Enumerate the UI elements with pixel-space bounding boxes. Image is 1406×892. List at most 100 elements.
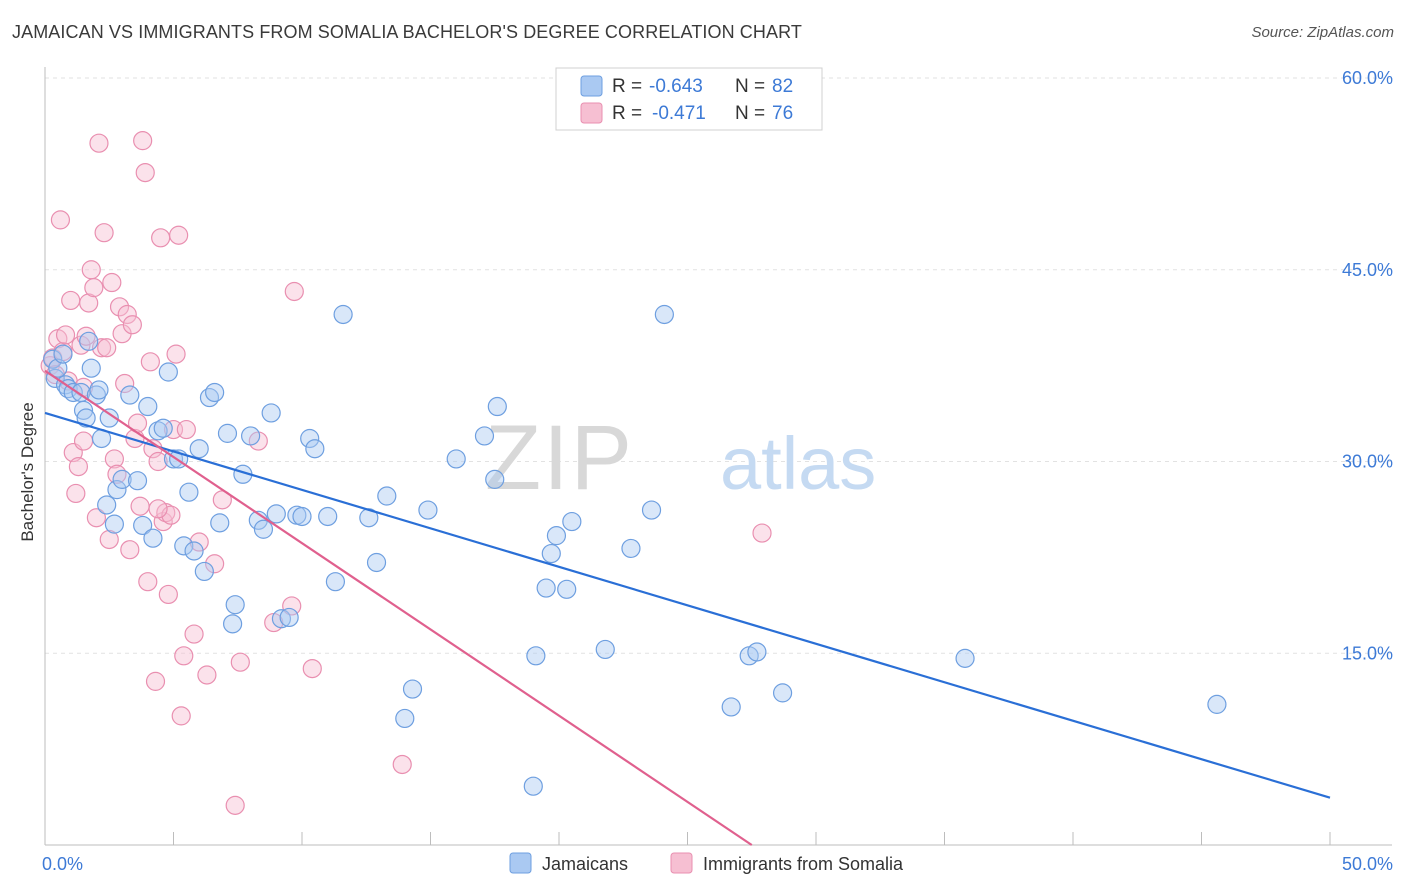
- jamaican-point: [292, 506, 312, 527]
- somalia-point: [104, 449, 124, 469]
- x-tick-labels: 0.0% 50.0%: [42, 854, 1393, 874]
- jamaican-point: [148, 421, 168, 441]
- somalia-point: [84, 278, 104, 298]
- series-swatch-somalia: [670, 852, 693, 874]
- jamaican-point: [184, 541, 204, 561]
- somalia-point: [73, 431, 94, 451]
- somalia-point: [148, 451, 168, 472]
- jamaican-point: [97, 495, 117, 515]
- somalia-point: [174, 646, 194, 666]
- jamaican-point: [562, 511, 582, 532]
- jamaican-point: [1207, 694, 1227, 714]
- somalia-point: [158, 584, 178, 605]
- somalia-point: [169, 225, 189, 245]
- x-axis-ticks: [44, 832, 1331, 845]
- jamaican-point: [112, 469, 132, 489]
- jamaican-point: [300, 428, 320, 449]
- jamaican-point: [595, 639, 615, 660]
- watermark: ZIP atlas: [485, 407, 876, 509]
- jamaican-point: [194, 561, 214, 582]
- somalia-point: [140, 352, 160, 372]
- jamaican-point: [73, 400, 94, 420]
- legend-swatch-pink: [580, 102, 603, 124]
- somalia-point: [86, 508, 107, 528]
- somalia-point: [55, 325, 76, 345]
- legend-n-value-1: 82: [772, 76, 793, 97]
- jamaican-point: [446, 449, 466, 469]
- somalia-point: [148, 499, 168, 519]
- y-tick-labels: 15.0% 30.0% 45.0% 60.0%: [1342, 68, 1393, 663]
- jamaican-point: [641, 500, 662, 520]
- jamaican-point: [318, 506, 338, 527]
- jamaican-point: [153, 418, 173, 438]
- somalia-point: [115, 373, 135, 394]
- somalia-point: [752, 523, 772, 543]
- jamaican-trend-line: [44, 411, 1331, 799]
- somalia-point: [66, 483, 86, 504]
- somalia-point: [171, 706, 191, 726]
- x-tick-label: 50.0%: [1342, 854, 1393, 874]
- legend-r-label-1: R =: [612, 76, 642, 97]
- somalia-points: [40, 131, 772, 815]
- somalia-point: [197, 665, 217, 685]
- jamaican-point: [654, 304, 674, 325]
- jamaican-point: [395, 708, 415, 729]
- somalia-point: [79, 293, 99, 313]
- legend-swatch-blue: [580, 75, 603, 97]
- jamaican-point: [305, 439, 325, 459]
- jamaican-point: [333, 304, 353, 325]
- chart-title: JAMAICAN VS IMMIGRANTS FROM SOMALIA BACH…: [12, 22, 802, 42]
- somalia-point: [166, 344, 186, 364]
- legend-r-value-1: -0.643: [649, 76, 703, 97]
- jamaican-point: [721, 697, 741, 717]
- somalia-point: [61, 290, 81, 311]
- somalia-point: [50, 210, 71, 230]
- jamaican-point: [217, 423, 238, 443]
- jamaican-point: [138, 396, 158, 417]
- jamaican-point: [955, 648, 975, 668]
- legend-n-label-2: N =: [735, 103, 765, 124]
- somalia-point: [97, 338, 117, 358]
- jamaican-point: [210, 513, 230, 533]
- somalia-point: [145, 671, 166, 691]
- legend-r-value-2: -0.471: [652, 103, 706, 124]
- jamaican-point: [266, 504, 286, 524]
- jamaican-point: [279, 607, 299, 628]
- somalia-point: [81, 260, 101, 280]
- grid-layer: [45, 77, 1392, 654]
- somalia-point: [107, 464, 127, 484]
- jamaican-point: [174, 536, 194, 556]
- jamaican-point: [76, 408, 96, 428]
- somalia-point: [135, 162, 155, 183]
- jamaican-point: [402, 679, 423, 699]
- jamaican-point: [772, 683, 793, 703]
- jamaican-point: [747, 642, 767, 662]
- jamaican-point: [241, 426, 261, 446]
- y-axis-title: Bachelor's Degree: [18, 402, 37, 541]
- somalia-point: [205, 554, 225, 574]
- jamaican-point: [487, 396, 507, 417]
- jamaican-point: [225, 595, 245, 615]
- jamaican-point: [189, 439, 209, 459]
- correlation-legend: R = -0.643 N = 82 R = -0.471 N = 76: [555, 67, 823, 131]
- jamaican-point: [99, 408, 119, 428]
- jamaican-point: [557, 579, 577, 599]
- x-tick-label: 0.0%: [42, 854, 83, 874]
- somalia-point: [102, 272, 122, 293]
- jamaican-point: [546, 526, 567, 546]
- jamaican-point: [107, 480, 127, 500]
- somalia-point: [184, 624, 204, 644]
- watermark-atlas: atlas: [720, 422, 876, 505]
- series-swatch-jamaicans: [509, 852, 532, 874]
- legend-n-value-2: 76: [772, 103, 793, 124]
- jamaican-point: [526, 646, 546, 666]
- jamaican-point: [127, 471, 148, 491]
- jamaican-points: [43, 304, 1227, 796]
- somalia-point: [120, 540, 140, 560]
- legend-n-label-1: N =: [735, 76, 765, 97]
- somalia-point: [133, 131, 153, 151]
- somalia-point: [138, 572, 158, 592]
- jamaican-point: [53, 344, 73, 364]
- somalia-point: [94, 223, 114, 243]
